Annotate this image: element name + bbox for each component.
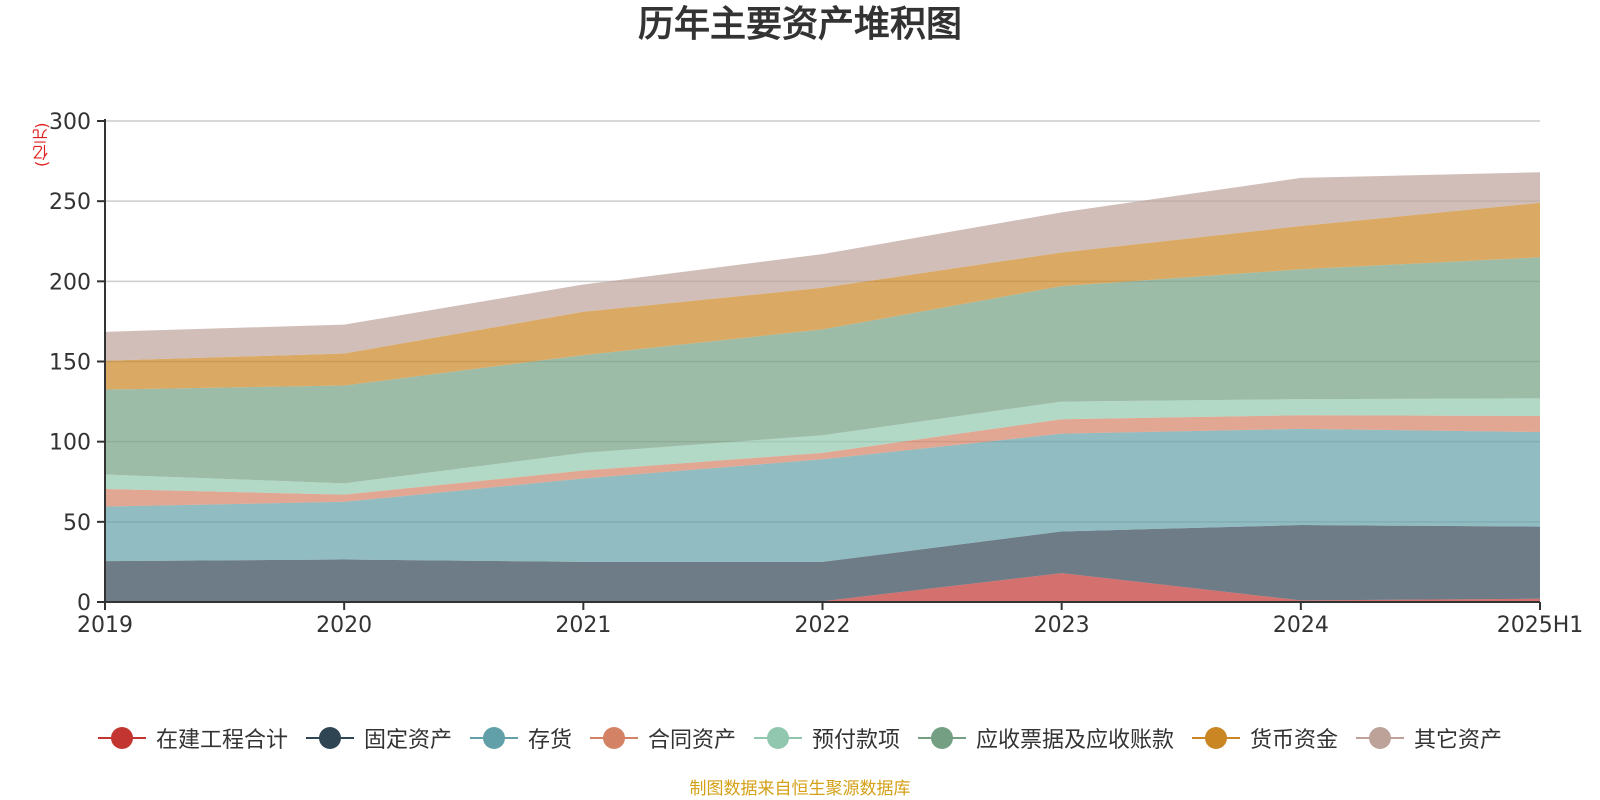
legend-dot bbox=[318, 727, 341, 749]
chart-title: 历年主要资产堆积图 bbox=[637, 4, 962, 45]
legend-marker-icon bbox=[754, 726, 802, 750]
axes bbox=[97, 119, 1541, 610]
legend-label: 固定资产 bbox=[363, 728, 452, 753]
x-tick-label: 2024 bbox=[1273, 613, 1329, 638]
area-series-2[interactable] bbox=[105, 428, 1540, 562]
legend-item-3[interactable]: 合同资产 bbox=[589, 722, 736, 754]
legend-dot bbox=[1369, 727, 1392, 749]
legend-label: 应收票据及应收账款 bbox=[976, 728, 1175, 753]
legend-marker-icon bbox=[97, 726, 146, 750]
x-tick-label: 2022 bbox=[795, 613, 851, 638]
area-series-3[interactable] bbox=[105, 415, 1540, 507]
legend-item-5[interactable]: 应收票据及应收账款 bbox=[918, 722, 1174, 754]
legend-item-2[interactable]: 存货 bbox=[469, 722, 572, 754]
legend: 在建工程合计 固定资产 存货 合同资产 预付款项 应收票据及应收账款 货币资金 其它资产 bbox=[0, 718, 1600, 758]
legend-dot bbox=[602, 727, 625, 749]
area-series-1[interactable] bbox=[105, 525, 1540, 602]
legend-label: 合同资产 bbox=[647, 728, 736, 753]
y-tick-label: 250 bbox=[49, 190, 91, 215]
legend-marker-icon bbox=[1192, 726, 1241, 750]
legend-marker-icon bbox=[469, 726, 518, 750]
legend-dot bbox=[482, 727, 505, 749]
area-series-layer bbox=[105, 172, 1540, 602]
legend-item-7[interactable]: 其它资产 bbox=[1356, 722, 1502, 754]
x-tick-label: 2019 bbox=[77, 613, 133, 638]
legend-item-0[interactable]: 在建工程合计 bbox=[97, 722, 288, 754]
area-series-4[interactable] bbox=[105, 398, 1540, 495]
legend-label: 其它资产 bbox=[1414, 728, 1503, 753]
y-tick-label: 300 bbox=[49, 110, 91, 135]
legend-marker-icon bbox=[305, 726, 354, 750]
legend-dot bbox=[767, 727, 789, 749]
legend-marker-icon bbox=[1356, 726, 1405, 750]
legend-item-6[interactable]: 货币资金 bbox=[1192, 722, 1338, 754]
legend-dot bbox=[1205, 727, 1228, 749]
legend-marker-icon bbox=[918, 726, 967, 750]
legend-marker-icon bbox=[589, 726, 638, 750]
y-tick-label: 50 bbox=[63, 511, 91, 536]
legend-label: 在建工程合计 bbox=[155, 728, 288, 753]
area-series-6[interactable] bbox=[105, 202, 1540, 390]
area-series-7[interactable] bbox=[105, 172, 1540, 361]
legend-label: 货币资金 bbox=[1250, 728, 1339, 753]
y-tick-label: 100 bbox=[49, 431, 91, 456]
y-tick-label: 200 bbox=[49, 270, 91, 295]
legend-item-1[interactable]: 固定资产 bbox=[305, 722, 452, 754]
tick-labels: 0 50 100 150 200 250 300 2019 2020 2021 2022 2023 20… bbox=[49, 110, 1583, 638]
source-note: 制图数据来自恒生聚源数据库 bbox=[689, 779, 911, 799]
area-series-5[interactable] bbox=[105, 257, 1540, 484]
y-tick-label: 0 bbox=[77, 591, 91, 616]
legend-item-4[interactable]: 预付款项 bbox=[754, 722, 900, 754]
legend-label: 预付款项 bbox=[812, 728, 901, 753]
x-tick-label: 2023 bbox=[1034, 613, 1090, 638]
y-tick-label: 150 bbox=[49, 351, 91, 376]
area-series-0[interactable] bbox=[105, 573, 1540, 602]
x-tick-label: 2021 bbox=[555, 613, 611, 638]
legend-dot bbox=[931, 727, 954, 749]
legend-label: 存货 bbox=[527, 728, 572, 753]
x-tick-label: 2020 bbox=[316, 613, 372, 638]
legend-dot bbox=[110, 727, 133, 749]
x-tick-label: 2025H1 bbox=[1497, 613, 1584, 638]
